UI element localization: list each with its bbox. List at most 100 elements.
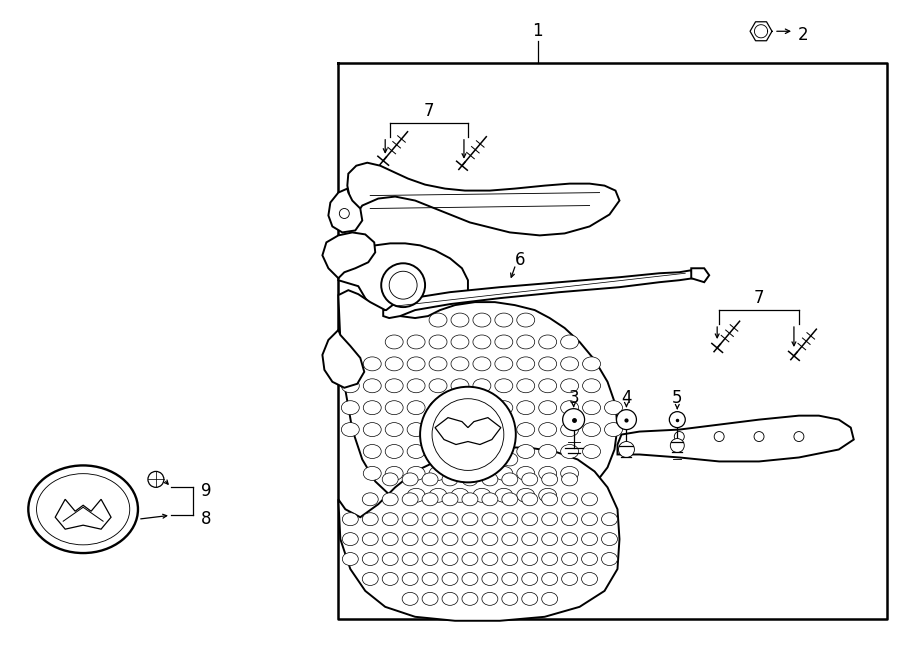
Circle shape (389, 271, 417, 299)
Ellipse shape (382, 513, 398, 525)
Ellipse shape (495, 444, 513, 459)
Ellipse shape (364, 467, 382, 481)
Ellipse shape (495, 335, 513, 349)
Ellipse shape (442, 572, 458, 586)
Ellipse shape (451, 488, 469, 502)
Ellipse shape (561, 357, 579, 371)
Polygon shape (338, 243, 468, 328)
Ellipse shape (562, 572, 578, 586)
Ellipse shape (442, 473, 458, 486)
Ellipse shape (539, 488, 557, 502)
Ellipse shape (472, 444, 490, 459)
Text: 3: 3 (568, 389, 579, 407)
Circle shape (432, 399, 504, 471)
Ellipse shape (442, 553, 458, 566)
Ellipse shape (502, 493, 518, 506)
Ellipse shape (407, 422, 425, 436)
Ellipse shape (407, 444, 425, 459)
Polygon shape (383, 270, 693, 318)
Ellipse shape (472, 401, 490, 414)
Ellipse shape (502, 592, 518, 605)
Ellipse shape (429, 422, 447, 436)
Ellipse shape (495, 488, 513, 502)
Ellipse shape (382, 533, 398, 545)
Ellipse shape (385, 444, 403, 459)
Ellipse shape (502, 533, 518, 545)
Ellipse shape (341, 422, 359, 436)
Text: 6: 6 (515, 251, 525, 269)
Circle shape (420, 387, 516, 483)
Ellipse shape (539, 444, 557, 459)
Ellipse shape (562, 513, 578, 525)
Ellipse shape (341, 379, 359, 393)
Ellipse shape (582, 444, 600, 459)
Polygon shape (435, 418, 500, 444)
Ellipse shape (422, 572, 438, 586)
Ellipse shape (517, 401, 535, 414)
Ellipse shape (522, 493, 537, 506)
Ellipse shape (495, 357, 513, 371)
Ellipse shape (407, 379, 425, 393)
Ellipse shape (562, 533, 578, 545)
Ellipse shape (422, 473, 438, 486)
Ellipse shape (429, 488, 447, 502)
Ellipse shape (482, 513, 498, 525)
Ellipse shape (495, 379, 513, 393)
Ellipse shape (462, 592, 478, 605)
Ellipse shape (429, 444, 447, 459)
Ellipse shape (601, 513, 617, 525)
Ellipse shape (482, 533, 498, 545)
Ellipse shape (407, 467, 425, 481)
Ellipse shape (422, 553, 438, 566)
Ellipse shape (385, 401, 403, 414)
Ellipse shape (482, 493, 498, 506)
Ellipse shape (542, 553, 558, 566)
Ellipse shape (482, 553, 498, 566)
Ellipse shape (402, 473, 418, 486)
Ellipse shape (429, 467, 447, 481)
Ellipse shape (582, 401, 600, 414)
Ellipse shape (442, 453, 458, 466)
Ellipse shape (472, 335, 490, 349)
Ellipse shape (462, 533, 478, 545)
Ellipse shape (582, 379, 600, 393)
Ellipse shape (542, 592, 558, 605)
Circle shape (148, 471, 164, 487)
Polygon shape (338, 290, 617, 517)
Ellipse shape (462, 453, 478, 466)
Ellipse shape (562, 493, 578, 506)
Text: 1: 1 (533, 22, 543, 40)
Ellipse shape (482, 473, 498, 486)
Ellipse shape (342, 513, 358, 525)
Circle shape (670, 438, 684, 453)
Ellipse shape (451, 467, 469, 481)
Ellipse shape (407, 357, 425, 371)
Circle shape (674, 432, 684, 442)
Ellipse shape (482, 572, 498, 586)
Ellipse shape (561, 335, 579, 349)
Ellipse shape (363, 553, 378, 566)
Ellipse shape (385, 357, 403, 371)
Ellipse shape (402, 513, 418, 525)
Ellipse shape (429, 357, 447, 371)
Text: 9: 9 (201, 483, 212, 500)
Ellipse shape (562, 553, 578, 566)
Ellipse shape (385, 467, 403, 481)
Ellipse shape (502, 453, 518, 466)
Ellipse shape (341, 401, 359, 414)
Ellipse shape (517, 488, 535, 502)
Polygon shape (322, 233, 375, 278)
Ellipse shape (364, 444, 382, 459)
Ellipse shape (402, 533, 418, 545)
Ellipse shape (582, 422, 600, 436)
Ellipse shape (562, 473, 578, 486)
Ellipse shape (472, 379, 490, 393)
Ellipse shape (539, 335, 557, 349)
Ellipse shape (482, 453, 498, 466)
Ellipse shape (451, 335, 469, 349)
Ellipse shape (539, 357, 557, 371)
Text: 8: 8 (201, 510, 212, 528)
Ellipse shape (542, 533, 558, 545)
Ellipse shape (581, 513, 598, 525)
Ellipse shape (502, 513, 518, 525)
